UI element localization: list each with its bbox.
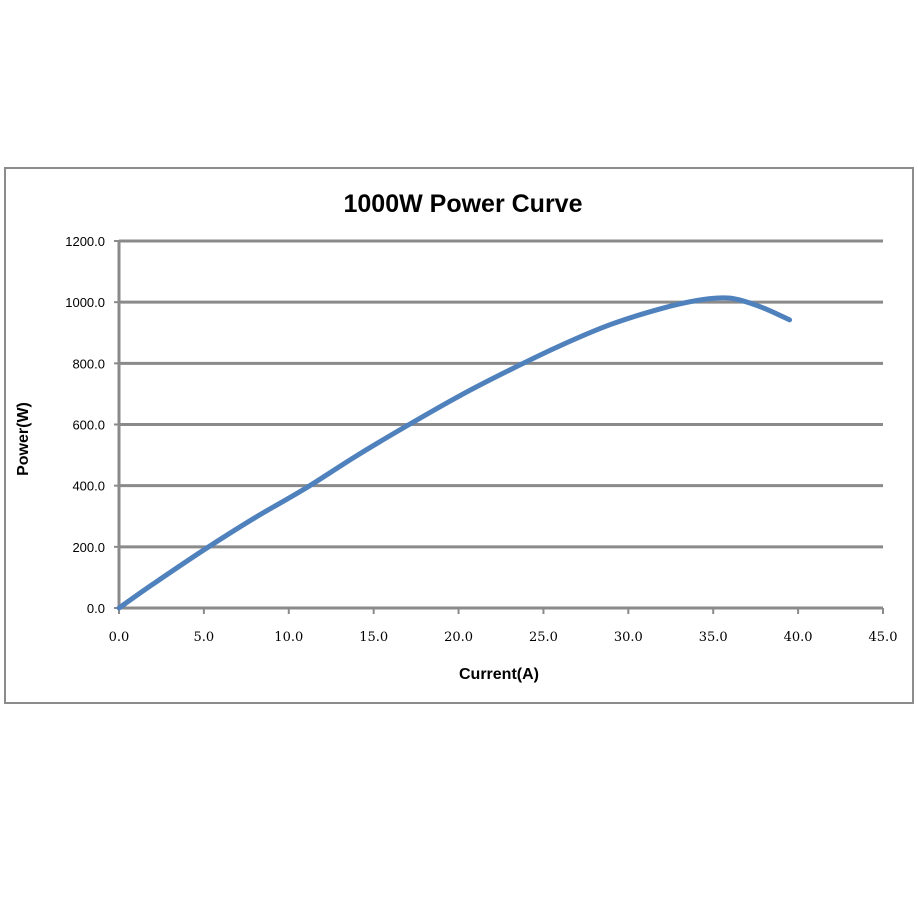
- x-tick-label: 35.0: [699, 630, 728, 645]
- x-tick-label: 15.0: [359, 630, 388, 645]
- axis-layer: [114, 240, 884, 614]
- y-tick-label: 1000.0: [65, 295, 105, 310]
- y-tick-label: 1200.0: [65, 234, 105, 249]
- y-axis-title: Power(W): [15, 402, 32, 476]
- x-tick-label: 45.0: [869, 630, 898, 645]
- series-layer: [116, 295, 793, 611]
- chart-title: 1000W Power Curve: [344, 190, 583, 218]
- chart-svg: 1000W Power Curve 0.0 200.0 400.0 600.0 800.…: [15, 190, 897, 683]
- x-tick-label: 30.0: [614, 630, 643, 645]
- x-axis-title: Current(A): [459, 666, 539, 683]
- tick-labels: 0.0 200.0 400.0 600.0 800.0 1000.0 1200.0 0.0 5.…: [65, 234, 897, 645]
- y-tick-label: 0.0: [87, 601, 105, 616]
- y-tick-label: 400.0: [72, 479, 105, 494]
- x-tick-label: 5.0: [194, 630, 215, 645]
- x-tick-label: 10.0: [274, 630, 303, 645]
- y-tick-label: 200.0: [72, 540, 105, 555]
- y-tick-label: 600.0: [72, 418, 105, 433]
- x-tick-label: 0.0: [109, 630, 130, 645]
- x-tick-label: 40.0: [784, 630, 813, 645]
- y-tick-label: 800.0: [72, 356, 105, 371]
- x-tick-label: 25.0: [529, 630, 558, 645]
- chart-frame: 1000W Power Curve 0.0 200.0 400.0 600.0 800.…: [4, 167, 914, 704]
- series-line-power: [116, 295, 793, 611]
- grid-layer: [119, 239, 883, 549]
- x-tick-label: 20.0: [444, 630, 473, 645]
